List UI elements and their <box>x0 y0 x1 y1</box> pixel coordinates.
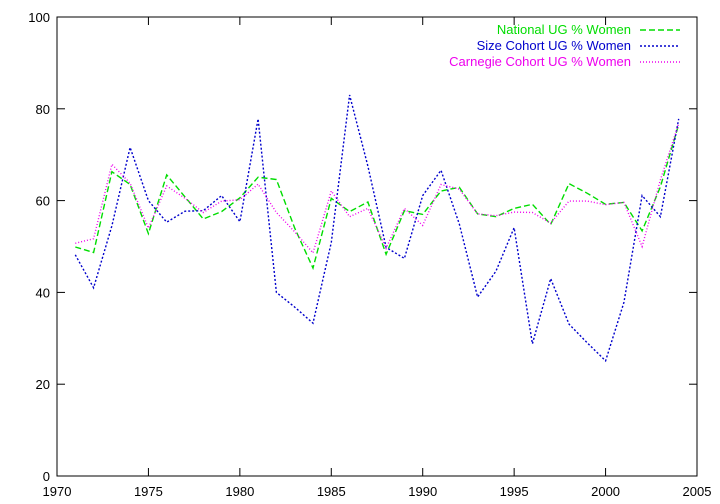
legend-label-0: National UG % Women <box>497 22 631 37</box>
y-tick-label: 20 <box>36 377 50 392</box>
y-axis-tick-labels: 0 20 40 60 80 100 <box>28 10 50 484</box>
y-tick-label: 0 <box>43 469 50 484</box>
x-tick-label: 1980 <box>225 484 254 499</box>
y-tick-label: 100 <box>28 10 50 25</box>
x-tick-label: 1990 <box>408 484 437 499</box>
y-tick-label: 80 <box>36 102 50 117</box>
x-tick-label: 1985 <box>317 484 346 499</box>
plot-frame <box>56 16 698 477</box>
series-line-1 <box>74 94 680 363</box>
legend-label-1: Size Cohort UG % Women <box>477 38 631 53</box>
y-tick-label: 60 <box>36 194 50 209</box>
axis-ticks <box>56 16 698 477</box>
series-line-0 <box>75 124 680 271</box>
legend-label-2: Carnegie Cohort UG % Women <box>449 54 631 69</box>
series-lines <box>74 94 680 363</box>
x-axis-tick-labels: 1970 1975 1980 1985 1990 1995 2000 2005 <box>43 484 712 499</box>
x-tick-label: 1995 <box>500 484 529 499</box>
y-tick-label: 40 <box>36 285 50 300</box>
series-line-2 <box>75 123 680 255</box>
x-tick-label: 1970 <box>43 484 72 499</box>
x-tick-label: 1975 <box>134 484 163 499</box>
x-tick-label: 2005 <box>683 484 712 499</box>
x-tick-label: 2000 <box>591 484 620 499</box>
